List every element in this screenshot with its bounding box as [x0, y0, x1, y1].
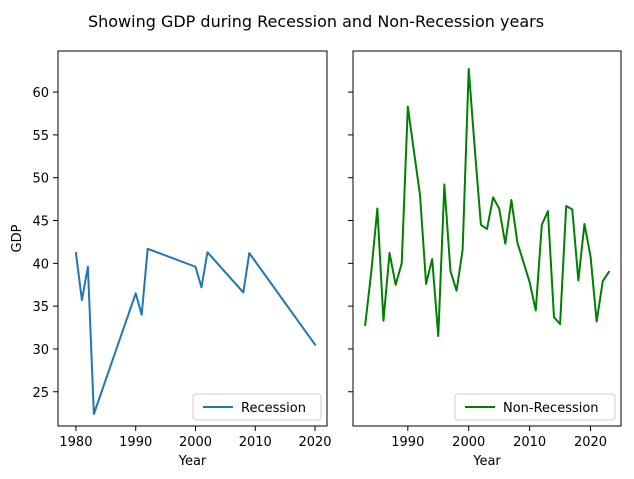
figure-title: Showing GDP during Recession and Non-Rec… — [88, 12, 544, 31]
legend-label: Non-Recession — [503, 401, 599, 416]
x-tick-label: 2010 — [239, 435, 272, 450]
x-tick-label: 1990 — [119, 435, 152, 450]
x-tick-label: 1990 — [391, 435, 424, 450]
x-tick-label: 1980 — [59, 435, 92, 450]
y-axis-label: GDP — [10, 224, 25, 252]
y-tick-label: 40 — [32, 257, 49, 272]
legend: Non-Recession — [454, 393, 616, 421]
x-tick-label: 2000 — [452, 435, 485, 450]
y-tick-label: 45 — [32, 215, 49, 230]
y-tick-label: 30 — [32, 343, 49, 358]
y-tick-label: 60 — [32, 86, 49, 101]
y-tick-label: 25 — [32, 386, 49, 401]
legend-box — [454, 393, 616, 421]
non-recession-subplot: 1990 2000 2010 2020 Year Non-Recession — [348, 50, 622, 469]
legend-label: Recession — [241, 401, 306, 416]
axes-frame — [57, 50, 328, 427]
legend: Recession — [192, 393, 322, 421]
axes-frame — [352, 50, 622, 427]
recession-subplot: 1980 1990 2000 2010 2020 25 30 35 40 45 50 55 60 Year… — [10, 50, 332, 469]
y-tick-label: 55 — [32, 129, 49, 144]
x-tick-label: 2020 — [574, 435, 607, 450]
x-axis-label: Year — [472, 454, 501, 469]
series-line-recession — [74, 247, 317, 416]
x-tick-label: 2010 — [513, 435, 546, 450]
x-tick-label: 2020 — [298, 435, 331, 450]
x-tick-label: 2000 — [179, 435, 212, 450]
x-axis-label: Year — [178, 454, 207, 469]
y-tick-label: 50 — [32, 172, 49, 187]
y-tick-label: 35 — [32, 300, 49, 315]
legend-box — [192, 393, 322, 421]
series-line-non-recession — [364, 67, 611, 338]
